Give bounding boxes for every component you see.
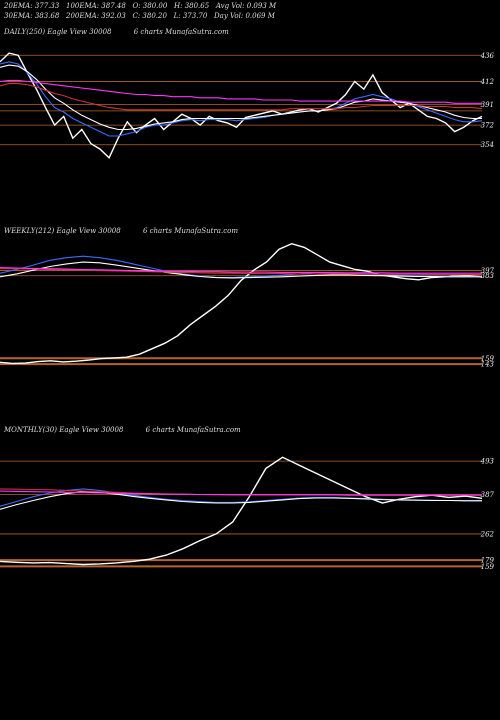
weekly-series-line — [0, 267, 482, 274]
close: C: 380.20 — [132, 12, 167, 20]
avg-vol: Avg Vol: 0.093 M — [215, 2, 277, 10]
weekly-y-tick-label: 143 — [481, 361, 495, 369]
monthly-y-tick-label: 387 — [481, 491, 495, 499]
monthly-series-line — [0, 456, 483, 566]
weekly-panel-title: WEEKLY(212) Eagle View 30008 6 charts Mu… — [4, 227, 238, 235]
weekly-y-tick-label: 159 — [481, 355, 495, 363]
daily-y-tick-label: 412 — [480, 78, 495, 86]
daily-y-tick-label: 391 — [481, 101, 494, 109]
ema200: 200EMA: 392.03 — [66, 12, 126, 20]
header-row-2: 30EMA: 383.68 200EMA: 392.03 C: 380.20 L… — [4, 12, 275, 20]
daily-title: DAILY(250) Eagle View 30008 — [4, 28, 112, 36]
weekly-title: WEEKLY(212) Eagle View 30008 — [4, 227, 121, 235]
ema20: 20EMA: 377.33 — [4, 2, 60, 10]
daily-y-tick-label: 436 — [480, 52, 495, 60]
weekly-watermark: 6 charts MunafaSutra.com — [142, 227, 238, 235]
weekly-y-tick-label: 383 — [481, 272, 495, 280]
daily-series-line — [0, 79, 482, 104]
monthly-y-tick-label: 262 — [480, 530, 495, 538]
day-vol: Day Vol: 0.069 M — [214, 12, 275, 20]
daily-y-tick-label: 372 — [481, 122, 495, 130]
monthly-y-tick-label: 159 — [481, 563, 495, 571]
ema100: 100EMA: 387.48 — [66, 2, 126, 10]
monthly-title: MONTHLY(30) Eagle View 30008 — [4, 426, 124, 434]
daily-watermark: 6 charts MunafaSutra.com — [133, 28, 229, 36]
monthly-y-tick-label: 179 — [481, 557, 495, 565]
daily-series-line — [0, 52, 483, 159]
monthly-y-tick-label: 493 — [480, 458, 495, 466]
monthly-watermark: 6 charts MunafaSutra.com — [145, 426, 241, 434]
monthly-series-line — [0, 490, 482, 496]
weekly-series-line — [0, 268, 482, 276]
open: O: 380.00 — [132, 2, 168, 10]
weekly-series-line — [0, 242, 483, 365]
low: L: 373.70 — [173, 12, 208, 20]
high: H: 380.65 — [174, 2, 210, 10]
weekly-series-line — [0, 261, 482, 279]
ema30: 30EMA: 383.68 — [4, 12, 60, 20]
header-row-1: 20EMA: 377.33 100EMA: 387.48 O: 380.00 H… — [4, 2, 276, 10]
daily-series-line — [0, 64, 482, 131]
daily-panel-title: DAILY(250) Eagle View 30008 6 charts Mun… — [4, 28, 229, 36]
weekly-y-tick-label: 397 — [481, 267, 495, 275]
daily-series-line — [0, 83, 483, 111]
monthly-panel-title: MONTHLY(30) Eagle View 30008 6 charts Mu… — [4, 426, 241, 434]
daily-y-tick-label: 354 — [481, 141, 494, 149]
